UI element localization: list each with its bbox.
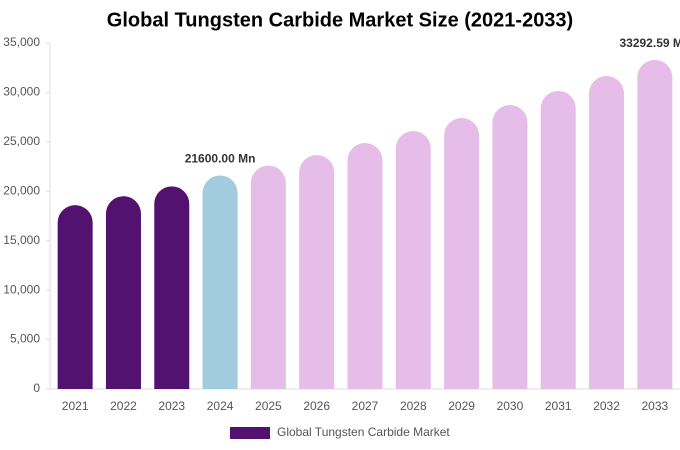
y-tick-label: 0 <box>33 381 40 395</box>
bar <box>299 155 335 389</box>
x-tick-label: 2030 <box>497 399 524 413</box>
bar <box>492 104 528 389</box>
y-tick-label: 5,000 <box>10 332 40 346</box>
x-tick-label: 2033 <box>641 399 668 413</box>
y-tick-label: 15,000 <box>3 233 40 247</box>
bar <box>202 175 238 389</box>
y-tick-label: 25,000 <box>3 134 40 148</box>
bar <box>347 143 383 389</box>
x-tick-label: 2031 <box>545 399 572 413</box>
bar <box>395 130 431 390</box>
bar <box>589 76 625 390</box>
bar <box>637 59 673 389</box>
bar <box>540 90 576 390</box>
bar <box>57 205 93 389</box>
x-tick-label: 2024 <box>207 399 234 413</box>
data-label: 33292.59 Mn <box>619 36 680 50</box>
x-tick-label: 2027 <box>352 399 379 413</box>
x-tick-label: 2032 <box>593 399 620 413</box>
y-tick-label: 30,000 <box>3 85 40 99</box>
y-tick-label: 10,000 <box>3 282 40 296</box>
bar <box>154 186 190 389</box>
bar <box>105 196 141 389</box>
x-tick-label: 2022 <box>110 399 137 413</box>
bar <box>250 165 286 389</box>
data-label: 21600.00 Mn <box>185 152 256 166</box>
x-tick-label: 2021 <box>62 399 89 413</box>
x-tick-label: 2023 <box>158 399 185 413</box>
x-tick-label: 2026 <box>303 399 330 413</box>
x-tick-label: 2025 <box>255 399 282 413</box>
bar <box>444 118 480 389</box>
x-tick-label: 2028 <box>400 399 427 413</box>
legend-label: Global Tungsten Carbide Market <box>277 425 450 439</box>
chart-title: Global Tungsten Carbide Market Size (202… <box>107 9 573 31</box>
x-tick-label: 2029 <box>448 399 475 413</box>
legend-swatch <box>230 427 270 439</box>
y-tick-label: 35,000 <box>3 35 40 49</box>
y-tick-label: 20,000 <box>3 183 40 197</box>
